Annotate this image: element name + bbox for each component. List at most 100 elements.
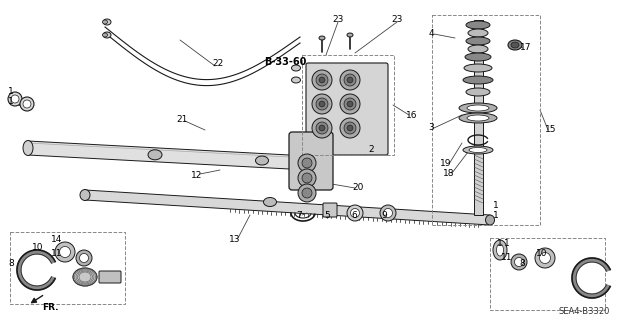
Circle shape: [312, 94, 332, 114]
Polygon shape: [28, 141, 308, 170]
Ellipse shape: [291, 65, 301, 71]
Ellipse shape: [383, 209, 392, 218]
Ellipse shape: [347, 205, 363, 221]
Ellipse shape: [103, 19, 111, 25]
Ellipse shape: [20, 97, 34, 111]
Ellipse shape: [464, 64, 492, 72]
Ellipse shape: [459, 113, 497, 123]
Ellipse shape: [465, 53, 491, 61]
Circle shape: [312, 70, 332, 90]
Text: 1: 1: [497, 239, 503, 248]
Ellipse shape: [264, 197, 276, 206]
Ellipse shape: [347, 33, 353, 37]
Ellipse shape: [60, 247, 70, 257]
Text: 1: 1: [8, 97, 14, 106]
Text: 11: 11: [501, 254, 513, 263]
Ellipse shape: [351, 209, 360, 218]
Ellipse shape: [540, 253, 550, 263]
Circle shape: [340, 70, 360, 90]
Circle shape: [316, 98, 328, 110]
FancyBboxPatch shape: [289, 132, 333, 190]
Text: 5: 5: [324, 211, 330, 220]
Text: 10: 10: [32, 243, 44, 253]
Text: 9: 9: [381, 211, 387, 220]
Circle shape: [347, 101, 353, 107]
Text: 10: 10: [536, 249, 548, 257]
Circle shape: [302, 188, 312, 198]
Ellipse shape: [380, 205, 396, 221]
Circle shape: [312, 118, 332, 138]
FancyBboxPatch shape: [323, 203, 337, 217]
Ellipse shape: [467, 115, 489, 121]
Text: 6: 6: [351, 211, 357, 220]
Ellipse shape: [486, 215, 495, 225]
Polygon shape: [17, 250, 55, 290]
Text: 16: 16: [406, 110, 418, 120]
Circle shape: [319, 101, 325, 107]
Text: 18: 18: [444, 169, 455, 179]
Circle shape: [344, 98, 356, 110]
Text: 1: 1: [493, 211, 499, 219]
Text: 3: 3: [428, 123, 434, 132]
Ellipse shape: [515, 257, 524, 266]
Polygon shape: [85, 190, 490, 225]
Ellipse shape: [497, 244, 504, 256]
Ellipse shape: [55, 242, 75, 262]
Circle shape: [302, 158, 312, 168]
Ellipse shape: [535, 248, 555, 268]
Text: 23: 23: [391, 14, 403, 24]
Text: 8: 8: [519, 258, 525, 268]
Ellipse shape: [469, 147, 487, 152]
Ellipse shape: [102, 20, 108, 24]
Ellipse shape: [79, 254, 88, 263]
Ellipse shape: [73, 268, 97, 286]
Circle shape: [302, 173, 312, 183]
Circle shape: [319, 77, 325, 83]
Ellipse shape: [291, 77, 301, 83]
Bar: [10, 232, 125, 304]
Ellipse shape: [468, 45, 488, 53]
Ellipse shape: [148, 150, 162, 160]
Ellipse shape: [493, 240, 507, 260]
Ellipse shape: [466, 21, 490, 29]
Circle shape: [340, 118, 360, 138]
Ellipse shape: [23, 140, 33, 155]
Polygon shape: [572, 258, 610, 298]
Circle shape: [316, 122, 328, 134]
Bar: [474, 20, 483, 215]
Circle shape: [347, 125, 353, 131]
Ellipse shape: [76, 250, 92, 266]
Ellipse shape: [103, 32, 111, 38]
Text: 12: 12: [191, 170, 203, 180]
Circle shape: [347, 77, 353, 83]
Circle shape: [316, 74, 328, 86]
Ellipse shape: [466, 37, 490, 45]
Text: 21: 21: [176, 115, 188, 123]
Ellipse shape: [255, 156, 269, 165]
Circle shape: [319, 125, 325, 131]
Ellipse shape: [319, 36, 325, 40]
Text: 1: 1: [493, 202, 499, 211]
Ellipse shape: [8, 92, 22, 106]
FancyBboxPatch shape: [306, 63, 388, 155]
Ellipse shape: [463, 76, 493, 84]
Ellipse shape: [511, 254, 527, 270]
Ellipse shape: [466, 88, 490, 96]
Text: 8: 8: [8, 259, 14, 269]
Text: B-33-60: B-33-60: [264, 57, 306, 67]
Text: 11: 11: [51, 249, 63, 258]
Text: FR.: FR.: [42, 302, 58, 311]
Text: 14: 14: [51, 235, 63, 244]
Text: 13: 13: [229, 235, 241, 244]
Text: 1: 1: [504, 239, 510, 248]
Bar: [302, 55, 394, 155]
Bar: [432, 15, 540, 225]
Circle shape: [298, 169, 316, 187]
Circle shape: [298, 184, 316, 202]
Ellipse shape: [467, 105, 489, 111]
Text: 2: 2: [368, 145, 374, 153]
Circle shape: [344, 74, 356, 86]
Ellipse shape: [23, 100, 31, 108]
Text: 20: 20: [352, 183, 364, 192]
Circle shape: [340, 94, 360, 114]
